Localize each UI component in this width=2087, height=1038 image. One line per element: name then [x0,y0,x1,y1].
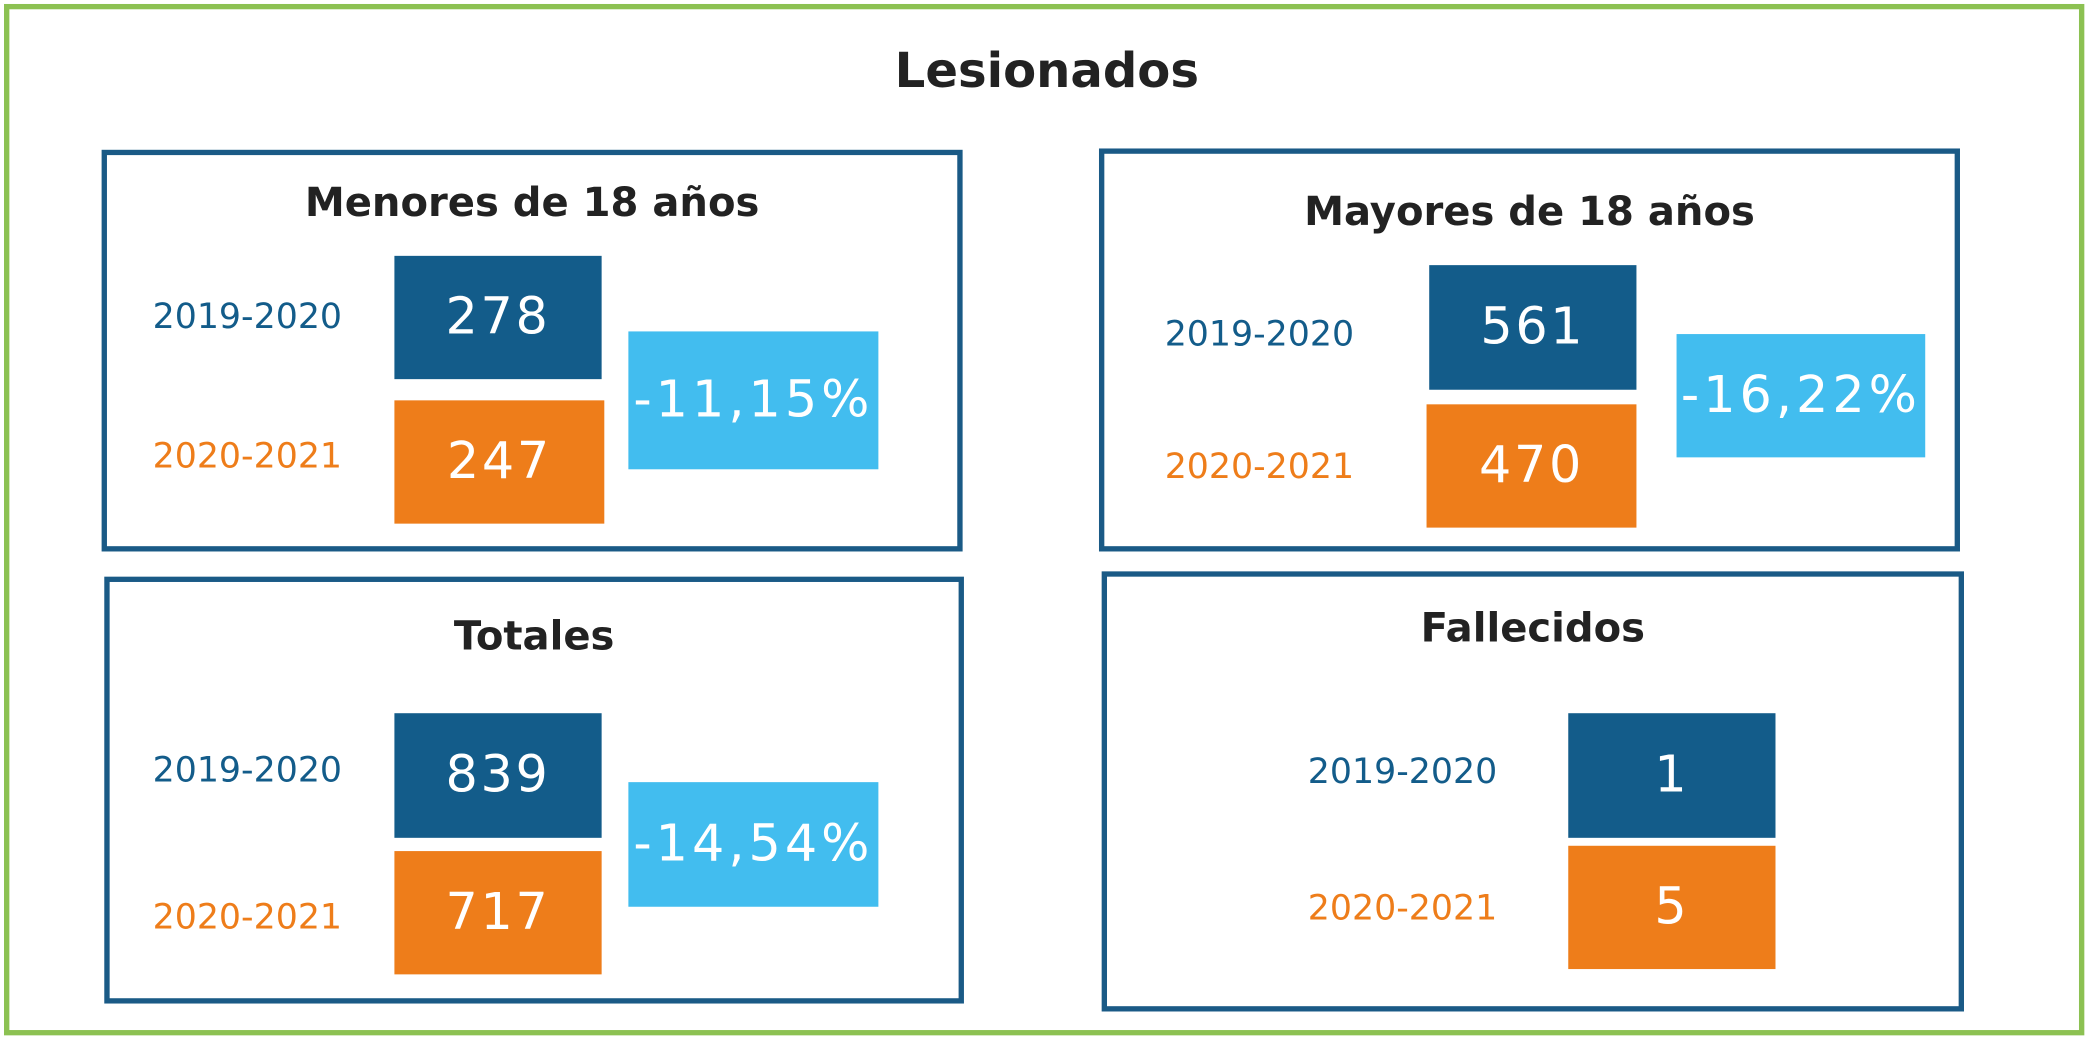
change-box [628,782,879,907]
change-box [1676,334,1926,458]
period-label: 2020-2021 [1308,888,1497,928]
value-text: 1 [1654,745,1689,804]
panel-title: Menores de 18 años [305,180,760,226]
period-label: 2019-2020 [153,751,342,791]
period-label: 2020-2021 [153,898,342,938]
outer-border [4,3,2085,1036]
change-box [628,331,879,470]
value-text: 717 [446,882,551,941]
value-box [394,713,602,838]
value-box [1568,845,1776,970]
period-label: 2019-2020 [153,297,342,337]
value-text: 839 [446,745,551,804]
value-box [394,851,602,975]
panel-border [1098,148,1960,552]
panel-title: Mayores de 18 años [1304,189,1755,235]
period-label: 2020-2021 [153,436,342,476]
period-label: 2020-2021 [1165,447,1354,487]
value-text: 247 [447,431,552,490]
value-box [1429,265,1637,390]
panel-title: Totales [454,614,615,660]
panel-border [104,576,964,1004]
value-text: 470 [1479,435,1584,494]
value-text: 5 [1654,877,1689,936]
panel-border [101,149,963,552]
value-box [1426,404,1637,528]
value-text: 561 [1480,297,1585,356]
change-text: -16,22% [1681,365,1921,424]
value-text: 278 [446,287,551,346]
period-label: 2019-2020 [1308,752,1497,792]
value-box [1568,713,1776,838]
change-text: -14,54% [633,814,873,873]
value-box [394,255,602,380]
period-label: 2019-2020 [1165,314,1354,354]
change-text: -11,15% [633,370,873,429]
panel-title: Fallecidos [1421,606,1645,652]
value-box [394,400,605,524]
main-title: Lesionados [895,44,1199,99]
panel-border [1101,571,1964,1012]
